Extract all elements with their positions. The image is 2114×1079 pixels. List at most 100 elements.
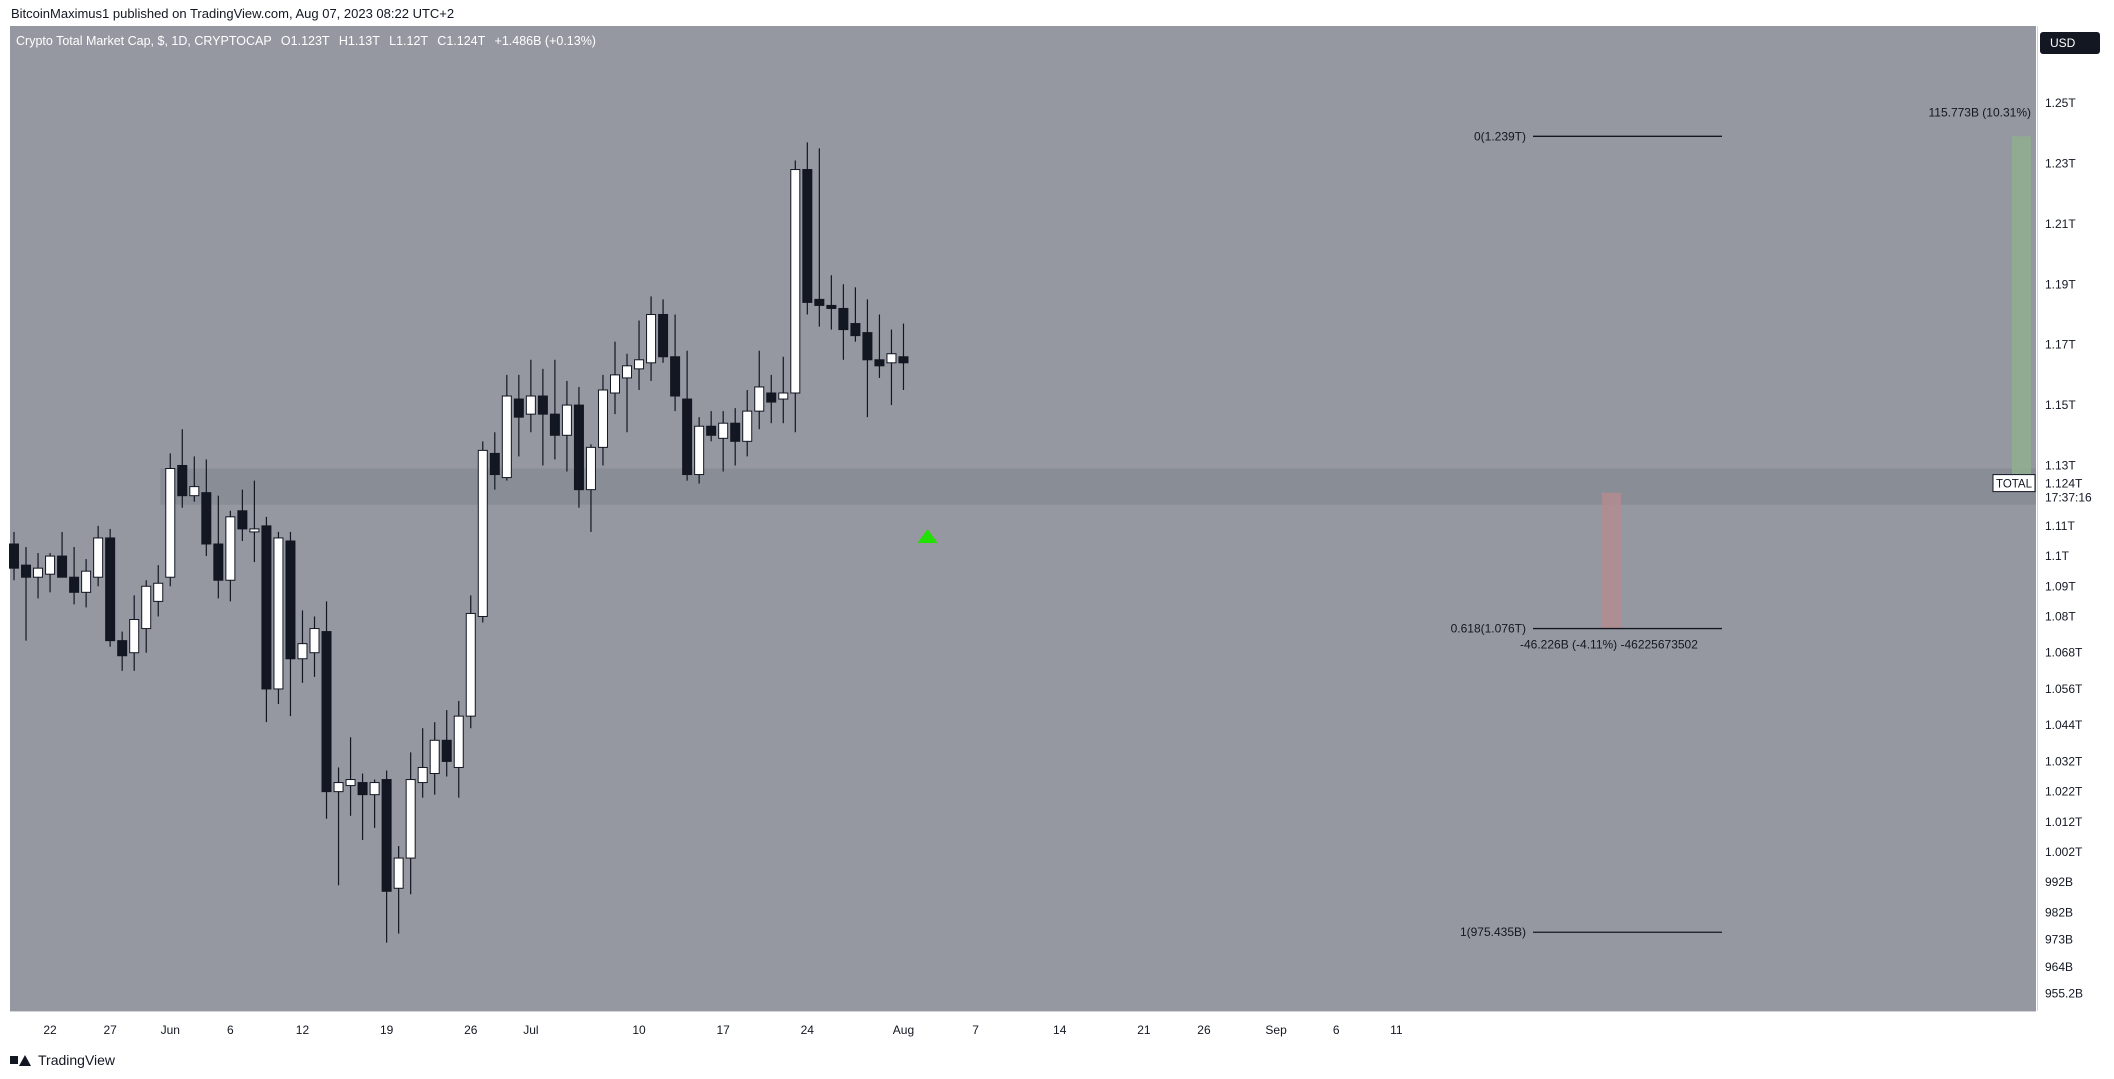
candle-body[interactable] (429, 739, 440, 775)
candle-body[interactable] (81, 570, 92, 593)
candle-body[interactable] (754, 386, 765, 412)
publisher-caption: BitcoinMaximus1 published on TradingView… (11, 6, 455, 21)
candle-body[interactable] (201, 492, 212, 545)
candle-body[interactable] (477, 449, 488, 617)
price-tick-label: 1.23T (2045, 156, 2076, 170)
candle-body[interactable] (333, 782, 344, 793)
candle-body[interactable] (513, 398, 524, 418)
candle-body[interactable] (886, 353, 897, 364)
candle-body[interactable] (321, 631, 332, 793)
price-tick-label: 1.068T (2045, 646, 2083, 660)
candle-body[interactable] (501, 395, 512, 479)
low-value: 1.12T (396, 34, 428, 48)
candle-body[interactable] (826, 304, 837, 309)
candle-body[interactable] (862, 332, 873, 361)
time-tick-label: 21 (1137, 1023, 1151, 1037)
candle-body[interactable] (237, 510, 248, 530)
candle-body[interactable] (261, 525, 272, 690)
candle-body[interactable] (597, 389, 608, 448)
candle-body[interactable] (634, 359, 645, 370)
candle-body[interactable] (69, 576, 80, 593)
candle-body[interactable] (129, 618, 140, 654)
candle-body[interactable] (465, 612, 476, 717)
candle-body[interactable] (549, 413, 560, 436)
candle-body[interactable] (898, 356, 909, 364)
time-tick-label: 11 (1390, 1023, 1403, 1037)
candle-body[interactable] (105, 537, 116, 642)
candle-body[interactable] (706, 425, 717, 436)
candle-body[interactable] (165, 468, 176, 578)
candle-body[interactable] (802, 169, 813, 303)
candle-body[interactable] (189, 486, 200, 497)
candle-body[interactable] (718, 422, 729, 439)
loss-target-box[interactable] (1602, 492, 1621, 629)
price-tick-label: 1.09T (2045, 579, 2076, 593)
currency-button[interactable]: USD (2040, 32, 2100, 54)
candle-body[interactable] (838, 307, 849, 331)
footer-brand[interactable]: TradingView (10, 1052, 115, 1068)
candle-body[interactable] (778, 392, 789, 400)
candle-body[interactable] (93, 537, 104, 578)
candle-body[interactable] (393, 857, 404, 889)
candle-body[interactable] (9, 543, 19, 569)
candle-body[interactable] (561, 404, 572, 436)
candle-body[interactable] (45, 555, 56, 575)
candle-body[interactable] (610, 374, 620, 394)
high-label: H (338, 34, 348, 48)
candle-body[interactable] (273, 537, 284, 690)
candle-body[interactable] (309, 628, 320, 654)
candle-body[interactable] (658, 313, 669, 358)
candle-body[interactable] (213, 543, 224, 581)
candle-body[interactable] (417, 766, 428, 784)
candle-body[interactable] (33, 567, 44, 578)
candle-body[interactable] (525, 395, 536, 415)
candle-body[interactable] (850, 323, 861, 337)
candle-body[interactable] (682, 398, 693, 476)
candle-body[interactable] (225, 516, 236, 581)
candle-body[interactable] (537, 395, 548, 415)
candle-body[interactable] (441, 739, 452, 762)
fib-label-0: 0(1.239T) (1474, 129, 1526, 143)
low-label: L (389, 34, 397, 48)
footer-brand-text: TradingView (38, 1052, 116, 1068)
candle-body[interactable] (573, 404, 584, 491)
candle-body[interactable] (694, 425, 705, 476)
time-axis[interactable] (10, 1011, 2036, 1048)
candle-body[interactable] (814, 298, 825, 306)
candle-body[interactable] (405, 779, 416, 859)
candle-body[interactable] (585, 446, 596, 491)
candle-body[interactable] (285, 540, 296, 660)
profit-target-box[interactable] (2012, 136, 2031, 478)
last-price-tag (2039, 473, 2095, 508)
candle-body[interactable] (453, 715, 464, 768)
candle-body[interactable] (489, 452, 500, 476)
price-tick-label: 1.012T (2045, 815, 2083, 829)
candle-body[interactable] (646, 313, 657, 364)
candle-body[interactable] (345, 779, 356, 787)
time-tick-label: 26 (464, 1023, 478, 1037)
price-axis[interactable] (2037, 26, 2114, 1011)
candle-body[interactable] (622, 365, 633, 379)
candle-body[interactable] (117, 640, 128, 657)
candle-body[interactable] (297, 643, 308, 660)
candle-body[interactable] (670, 356, 681, 397)
high-value: 1.13T (347, 34, 380, 48)
candle-body[interactable] (57, 555, 68, 578)
candle-body[interactable] (874, 359, 885, 367)
chart-pane[interactable] (10, 26, 2036, 1011)
candle-body[interactable] (381, 779, 392, 892)
candle-body[interactable] (766, 392, 777, 403)
candle-body[interactable] (357, 782, 368, 796)
candle-body[interactable] (369, 782, 380, 796)
candle-body[interactable] (742, 410, 753, 442)
symbol-title[interactable]: Crypto Total Market Cap, $, 1D, CRYPTOCA… (16, 34, 272, 48)
candle-body[interactable] (21, 564, 32, 578)
candle-body[interactable] (177, 464, 188, 497)
candle-body[interactable] (153, 582, 164, 602)
candle-body[interactable] (249, 528, 260, 533)
candle-body[interactable] (790, 169, 801, 394)
candle-body[interactable] (141, 585, 152, 630)
candle-body[interactable] (730, 422, 741, 442)
price-tick-label: 1.17T (2045, 338, 2076, 352)
